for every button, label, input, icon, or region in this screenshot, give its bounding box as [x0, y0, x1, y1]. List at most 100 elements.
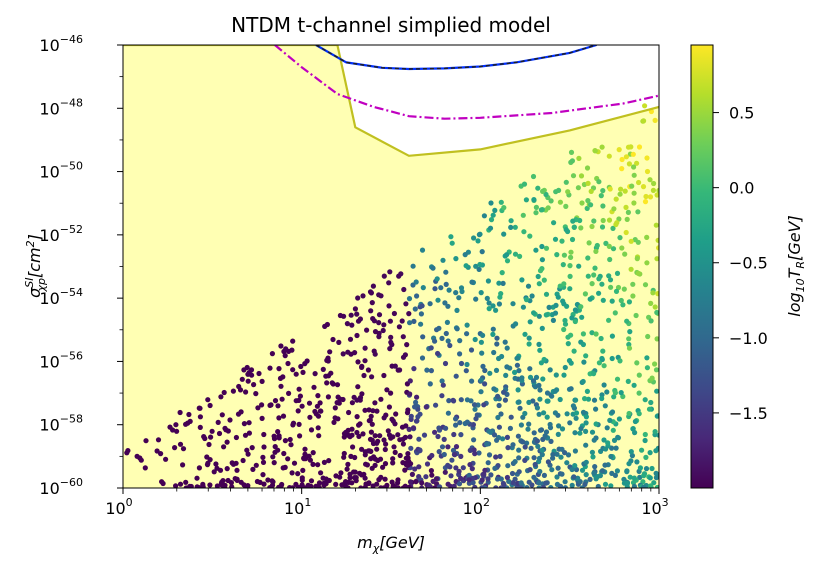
scatter-point: [177, 409, 183, 416]
scatter-point: [650, 290, 656, 296]
scatter-point: [478, 389, 484, 395]
scatter-point: [603, 240, 609, 246]
scatter-point: [427, 381, 433, 387]
scatter-point: [548, 485, 554, 488]
scatter-point: [224, 439, 230, 445]
scatter-point: [354, 397, 360, 403]
scatter-point: [229, 484, 235, 488]
scatter-point: [389, 479, 395, 485]
scatter-point: [299, 403, 305, 409]
scatter-point: [315, 425, 321, 431]
scatter-point: [617, 235, 623, 241]
scatter-point: [593, 421, 599, 427]
scatter-point: [221, 444, 227, 450]
scatter-point: [374, 408, 380, 414]
scatter-point: [479, 477, 485, 483]
scatter-point: [656, 472, 659, 478]
scatter-point: [426, 482, 432, 488]
scatter-point: [572, 318, 578, 325]
scatter-point: [494, 341, 500, 347]
scatter-point: [634, 160, 640, 166]
scatter-point: [541, 472, 548, 478]
scatter-point: [354, 332, 360, 339]
scatter-point: [530, 173, 537, 180]
scatter-point: [174, 428, 180, 434]
scatter-point: [186, 411, 192, 418]
scatter-point: [544, 414, 550, 420]
scatter-point: [424, 367, 430, 373]
scatter-point: [606, 317, 612, 323]
scatter-point: [641, 118, 647, 124]
scatter-point: [209, 428, 215, 434]
scatter-point: [504, 345, 510, 351]
scatter-point: [594, 474, 601, 480]
scatter-point: [324, 357, 330, 363]
scatter-point: [458, 397, 464, 403]
scatter-point: [354, 414, 360, 420]
scatter-point: [628, 266, 634, 272]
scatter-point: [393, 411, 399, 417]
scatter-point: [396, 324, 402, 330]
scatter-point: [297, 393, 303, 399]
scatter-point: [569, 466, 575, 473]
scatter-point: [654, 192, 659, 198]
scatter-point: [411, 318, 417, 324]
scatter-point: [237, 387, 244, 393]
scatter-point: [296, 386, 302, 392]
scatter-point: [271, 460, 277, 466]
scatter-point: [539, 257, 546, 263]
scatter-point: [305, 482, 311, 488]
scatter-point: [408, 413, 414, 419]
scatter-point: [347, 475, 353, 481]
scatter-point: [598, 193, 604, 199]
y-tick-label: 10−46: [39, 33, 83, 55]
scatter-point: [240, 457, 246, 464]
scatter-point: [441, 451, 447, 458]
scatter-point: [391, 310, 397, 317]
scatter-point: [290, 338, 296, 344]
x-axis: 100 101 102 103: [105, 488, 669, 518]
scatter-point: [376, 312, 383, 318]
scatter-point: [626, 161, 633, 167]
scatter-point: [224, 466, 230, 472]
scatter-point: [436, 449, 442, 455]
scatter-point: [554, 451, 560, 457]
colorbar-ticks: 0.5 0.0 −0.5 −1.0 −1.5: [713, 104, 768, 423]
y-tick-label: 10−56: [39, 349, 83, 371]
scatter-point: [232, 476, 238, 482]
y-tick-label: 10−52: [39, 223, 83, 245]
scatter-point: [610, 246, 617, 252]
scatter-point: [321, 482, 327, 488]
scatter-point: [645, 333, 651, 340]
scatter-point: [407, 434, 413, 440]
scatter-point: [557, 396, 563, 403]
scatter-point: [578, 225, 584, 231]
scatter-point: [436, 427, 443, 433]
scatter-point: [583, 414, 590, 420]
scatter-point: [497, 294, 503, 300]
scatter-point: [285, 360, 291, 367]
scatter-point: [449, 457, 455, 463]
scatter-point: [570, 403, 577, 409]
scatter-point: [180, 462, 186, 468]
scatter-point: [368, 429, 374, 435]
x-tick-label: 101: [284, 496, 311, 518]
scatter-point: [390, 418, 396, 424]
scatter-point: [636, 179, 642, 186]
scatter-point: [543, 191, 549, 198]
scatter-point: [563, 203, 569, 209]
scatter-point: [468, 398, 474, 404]
scatter-point: [432, 286, 438, 292]
scatter-point: [502, 339, 508, 345]
scatter-point: [315, 462, 321, 468]
scatter-point: [562, 479, 568, 485]
scatter-point: [494, 335, 500, 341]
scatter-point: [579, 314, 585, 320]
scatter-point: [230, 461, 237, 467]
scatter-point: [410, 425, 417, 431]
scatter-point: [441, 436, 447, 442]
scatter-point: [536, 485, 542, 488]
scatter-point: [516, 455, 522, 461]
scatter-point: [396, 273, 402, 279]
scatter-point: [644, 168, 651, 175]
